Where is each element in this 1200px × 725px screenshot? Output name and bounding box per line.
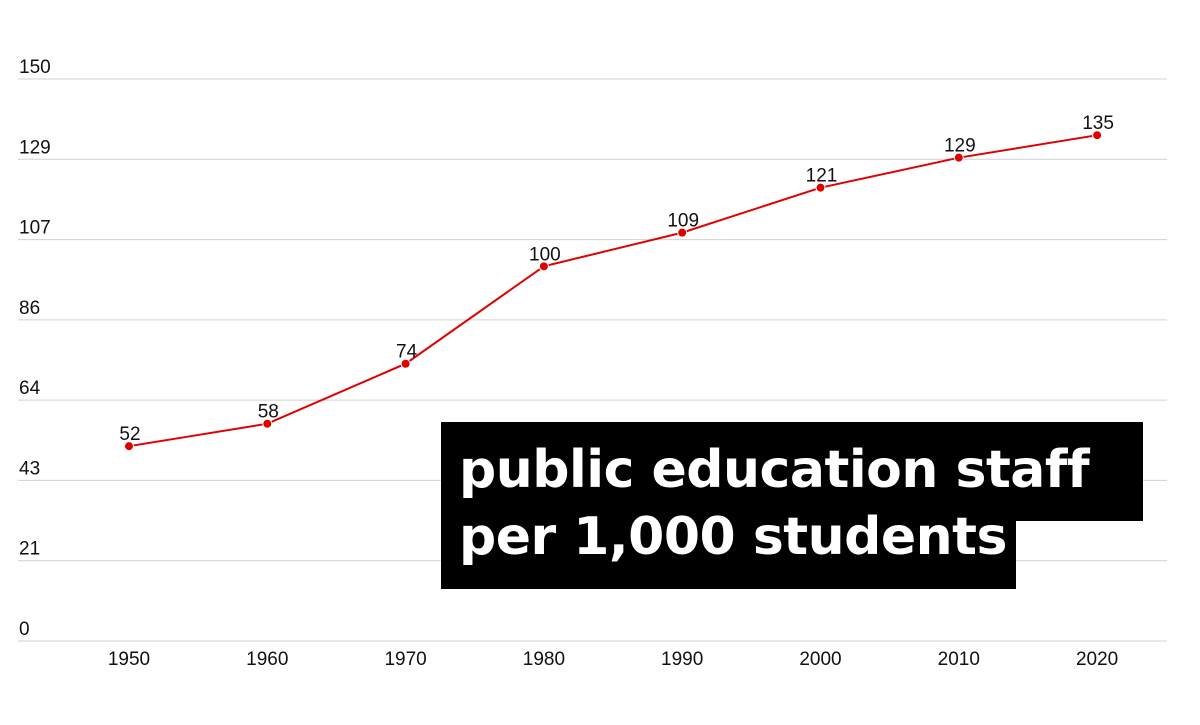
chart-title-line-1: public education staff: [441, 422, 1143, 521]
x-tick-label: 2020: [1076, 649, 1118, 670]
y-tick-label: 86: [19, 298, 40, 319]
x-tick-label: 2010: [938, 649, 980, 670]
x-axis-ticks: 1950 1960 1970 1980 1990 2000 2010 2020: [108, 649, 1118, 670]
y-axis-ticks: 0 21 43 64 86 107 129 150: [19, 57, 51, 640]
series-points: [124, 130, 1103, 452]
y-tick-label: 129: [19, 137, 51, 158]
data-label: 109: [667, 211, 699, 232]
data-label: 58: [258, 402, 279, 423]
data-point: [262, 418, 273, 429]
y-tick-label: 43: [19, 458, 40, 479]
data-point: [953, 152, 964, 163]
data-point: [1092, 130, 1103, 141]
data-label: 74: [396, 342, 418, 363]
chart-title-text-1: public education staff: [459, 440, 1090, 500]
data-label: 129: [944, 136, 976, 157]
y-tick-label: 150: [19, 57, 51, 78]
data-point: [815, 182, 826, 193]
data-point: [400, 358, 411, 369]
x-tick-label: 1960: [246, 649, 288, 670]
y-tick-label: 64: [19, 378, 41, 399]
x-tick-label: 1970: [384, 649, 426, 670]
y-tick-label: 21: [19, 539, 40, 560]
data-label: 100: [529, 244, 561, 265]
y-tick-label: 0: [19, 619, 30, 640]
x-tick-label: 2000: [799, 649, 841, 670]
data-label: 52: [119, 424, 140, 445]
x-tick-label: 1950: [108, 649, 150, 670]
y-tick-label: 107: [19, 218, 51, 239]
data-point: [124, 441, 134, 452]
x-tick-label: 1990: [661, 649, 703, 670]
data-point: [538, 261, 549, 272]
data-label: 121: [806, 166, 838, 187]
chart-title-line-2: per 1,000 students: [441, 511, 1016, 589]
chart-title-text-2: per 1,000 students: [459, 507, 1007, 567]
series-line: [128, 134, 1098, 448]
data-labels: 52 58 74 100 109 121 129 135: [119, 113, 1114, 445]
data-point: [677, 227, 688, 238]
data-label: 135: [1082, 113, 1114, 134]
x-tick-label: 1980: [523, 649, 565, 670]
